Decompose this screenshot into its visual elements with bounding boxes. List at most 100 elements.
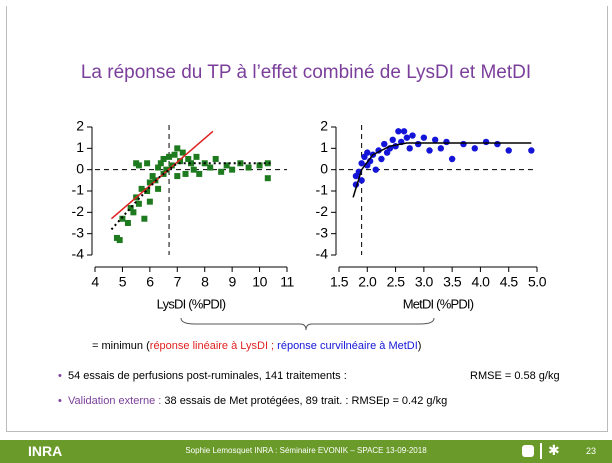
x-tick-label: 10: [252, 274, 267, 290]
bullet-text: RMSE = 0.58 g/kg: [470, 370, 560, 382]
x-tick-label: 2.5: [387, 274, 406, 290]
bullet: • Validation externe : 38 essais de Met …: [58, 395, 448, 407]
x-tick-label: 7: [174, 274, 182, 290]
point: [389, 136, 396, 143]
x-tick-label: 3.0: [415, 274, 434, 290]
point: [494, 140, 501, 148]
point: [460, 140, 467, 148]
x-tick-label: 1.5: [330, 274, 349, 290]
slide-title: La réponse du TP à l’effet combiné de Ly…: [81, 62, 531, 83]
bullet-text: Validation externe :: [67, 395, 162, 407]
point: [116, 237, 123, 244]
point: [256, 162, 263, 169]
point: [138, 185, 145, 192]
point: [245, 164, 252, 171]
point: [124, 220, 131, 226]
point: [443, 138, 450, 146]
point: [403, 134, 411, 141]
brace: [180, 317, 435, 331]
bullet: • 54 essais de perfusions post-ruminales…: [58, 370, 560, 382]
point: [171, 151, 178, 158]
y-tick-label: -1: [72, 182, 85, 198]
x-tick-label: 9: [228, 274, 236, 290]
bullet-text: 54 essais de perfusions post-ruminales, …: [67, 370, 347, 382]
point: [174, 145, 181, 152]
point: [381, 140, 388, 148]
point: [358, 177, 365, 184]
point: [146, 198, 153, 205]
point: [188, 160, 194, 167]
separator: [540, 443, 542, 459]
point: [448, 155, 456, 163]
point: [135, 200, 142, 207]
point: [378, 155, 385, 163]
footer-bar: INRA Sophie Lemosquet INRA : Séminaire E…: [0, 440, 612, 463]
point: [193, 153, 200, 160]
point: [130, 209, 137, 216]
point: [177, 158, 184, 165]
page-number: 23: [586, 446, 597, 456]
point: [420, 134, 428, 141]
point: [528, 147, 535, 154]
point: [229, 166, 236, 173]
x-tick-label: 5: [119, 274, 127, 290]
x-tick-label: 4: [91, 274, 99, 290]
slide-frame: [6, 6, 608, 432]
point: [431, 136, 439, 143]
point: [174, 173, 181, 180]
y-tick-label: 0: [320, 160, 328, 176]
x-tick-label: 11: [280, 274, 294, 290]
point: [218, 168, 225, 175]
point: [168, 162, 175, 169]
note: = minimun (réponse linéaire à LysDI ; ré…: [92, 340, 421, 352]
point: [182, 170, 189, 177]
y-tick-label: -3: [316, 224, 329, 240]
x-axis-label: MetDI (%PDI): [403, 296, 474, 311]
point: [160, 156, 167, 162]
y-tick-label: 1: [76, 139, 84, 155]
y-tick-label: -4: [72, 246, 85, 262]
logo: INRA: [28, 443, 63, 459]
point: [157, 160, 164, 167]
x-tick-label: 2.0: [358, 274, 377, 290]
point: [163, 166, 170, 173]
point: [223, 162, 230, 169]
point: [372, 166, 379, 173]
bullet-text: 38 essais de Met protégées, 89 trait. : …: [161, 395, 448, 407]
point: [141, 215, 148, 222]
point: [364, 149, 371, 156]
x-axis-label: LysDI (%PDI): [157, 296, 226, 311]
point: [155, 185, 162, 192]
point: [155, 164, 162, 171]
point: [190, 166, 197, 173]
point: [415, 140, 422, 148]
point: [119, 215, 126, 222]
point: [400, 128, 408, 135]
point: [207, 164, 214, 171]
note-text: = minimun (: [92, 340, 150, 352]
point: [149, 173, 156, 180]
point: [166, 153, 173, 160]
x-tick-label: 8: [201, 274, 209, 290]
point: [409, 132, 416, 139]
point: [395, 128, 402, 135]
y-tick-label: 2: [320, 118, 328, 134]
point: [406, 145, 413, 152]
y-tick-label: 0: [76, 160, 84, 176]
note-curvilinear: réponse curvilnéaire à MetDI: [274, 340, 418, 352]
x-tick-label: 3.5: [443, 274, 462, 290]
footer-text: Sophie Lemosquet INRA : Séminaire EVONIK…: [185, 446, 427, 455]
point: [426, 147, 433, 154]
point: [196, 170, 203, 177]
fit-line: [352, 142, 532, 198]
point: [471, 145, 478, 152]
note-text: ): [417, 340, 422, 352]
icon: ✱: [548, 442, 560, 458]
point: [144, 160, 151, 167]
x-tick-label: 4.0: [471, 274, 490, 290]
point: [179, 149, 186, 156]
y-tick-label: -3: [72, 224, 85, 240]
point: [146, 179, 153, 186]
